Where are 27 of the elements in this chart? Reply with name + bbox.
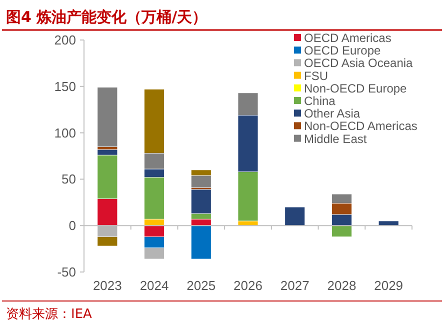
legend-label: FSU — [304, 68, 328, 83]
bar — [284, 206, 306, 226]
y-tick-label: 150 — [54, 78, 76, 94]
legend-label: OECD Asia Oceania — [304, 56, 414, 70]
legend-label: Non-OECD Europe — [304, 81, 408, 96]
y-tick-label: -50 — [57, 264, 76, 280]
y-tick-label: 200 — [54, 32, 76, 48]
x-tick-label: 2029 — [374, 278, 404, 293]
bar — [378, 220, 399, 226]
x-tick-label: 2026 — [234, 278, 262, 293]
bar — [97, 87, 118, 147]
y-tick-label: 50 — [62, 172, 76, 187]
y-tick-label: 0 — [68, 218, 76, 234]
legend-label: OECD Americas — [304, 31, 392, 45]
x-tick-label: 2028 — [327, 278, 356, 293]
chart-title: 图4 炼油产能变化（万桶/天） — [6, 8, 208, 26]
legend-label: Non-OECD Americas — [304, 119, 418, 134]
x-tick-label: 2024 — [140, 278, 169, 293]
legend-label: Middle East — [304, 132, 368, 146]
y-tick-label: 100 — [54, 125, 76, 140]
legend-label: OECD Europe — [304, 44, 382, 58]
text: 资料来源：IEA — [6, 307, 92, 322]
legend-label: Other Asia — [304, 106, 360, 121]
x-tick-label: 2025 — [186, 278, 216, 293]
x-tick-label: 2027 — [280, 278, 310, 293]
legend-label: China — [304, 94, 336, 108]
x-tick-label: 2023 — [92, 278, 122, 293]
